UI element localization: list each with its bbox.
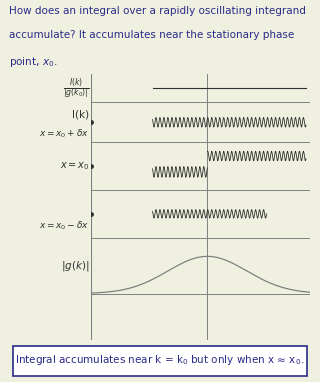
Text: Integral accumulates near k = k$_0$ but only when x ≈ x$_0$.: Integral accumulates near k = k$_0$ but … xyxy=(15,353,305,367)
Text: k: k xyxy=(319,356,320,366)
Text: $x = x_0 - \delta x$: $x = x_0 - \delta x$ xyxy=(39,220,89,232)
Text: $\frac{I(k)}{|g(k_0)|}$: $\frac{I(k)}{|g(k_0)|}$ xyxy=(63,76,89,101)
Text: I(k): I(k) xyxy=(72,109,89,119)
Text: How does an integral over a rapidly oscillating integrand: How does an integral over a rapidly osci… xyxy=(10,6,306,16)
Text: $x = x_0 + \delta x$: $x = x_0 + \delta x$ xyxy=(39,128,89,141)
Text: $k_0$: $k_0$ xyxy=(201,356,214,370)
Text: point, $x_0$.: point, $x_0$. xyxy=(10,55,58,69)
Text: $x = x_0$: $x = x_0$ xyxy=(60,160,89,172)
Text: $|g(k)|$: $|g(k)|$ xyxy=(61,259,89,273)
Text: accumulate? It accumulates near the stationary phase: accumulate? It accumulates near the stat… xyxy=(10,30,295,40)
FancyBboxPatch shape xyxy=(12,346,308,377)
